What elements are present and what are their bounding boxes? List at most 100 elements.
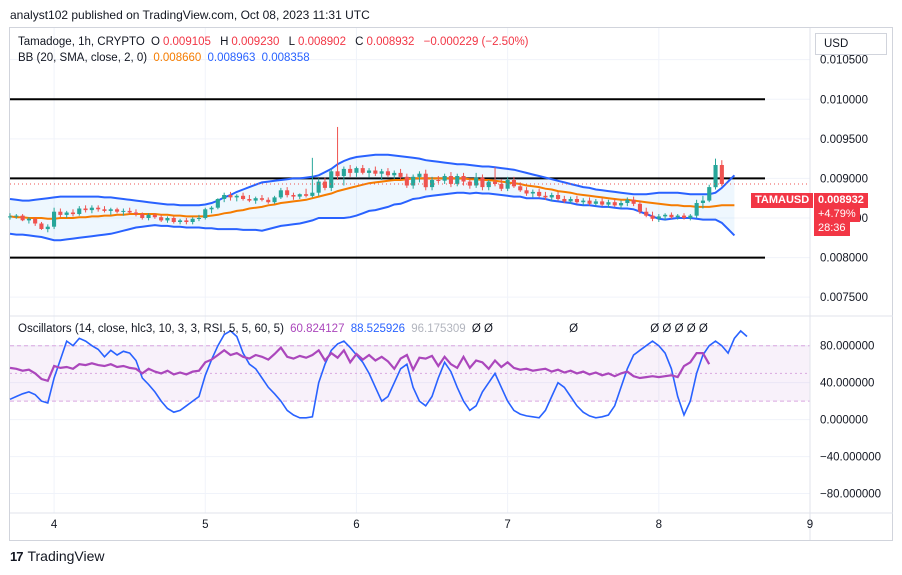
- candle-body: [58, 211, 63, 215]
- osc-stoch-line: [9, 329, 748, 419]
- candle-body: [385, 171, 390, 176]
- candle-body: [461, 176, 466, 182]
- currency-selector[interactable]: USD: [815, 33, 887, 55]
- time-tick-label: 7: [504, 519, 510, 531]
- candle-body: [581, 200, 586, 203]
- candle-body: [373, 170, 378, 174]
- legend-symbol: Tamadoge, 1h, CRYPTO: [18, 36, 145, 48]
- candle-body: [612, 202, 617, 206]
- candle-body: [190, 218, 195, 222]
- legend-low: L 0.008902: [289, 36, 349, 48]
- candle-body: [694, 203, 699, 216]
- footer-branding[interactable]: 17 TradingView: [10, 548, 105, 564]
- legend-high-label: H: [220, 36, 229, 48]
- candle-body: [360, 168, 365, 173]
- candle-body: [241, 195, 246, 199]
- price-tag-countdown: 28:36: [814, 221, 850, 236]
- legend-bb-mid: 0.008660: [153, 52, 202, 64]
- candle-body: [543, 195, 548, 198]
- tradingview-logo-icon: 17: [10, 548, 24, 564]
- time-tick-label: 9: [807, 519, 813, 531]
- candle-body: [228, 195, 233, 198]
- candle-body: [52, 211, 57, 227]
- candle-body: [278, 190, 283, 198]
- legend-osc-label: Oscillators (14, close, hlc3, 10, 3, 3, …: [18, 323, 284, 335]
- candle-body: [115, 209, 120, 212]
- candle-body: [272, 197, 277, 203]
- candle-body: [448, 176, 453, 184]
- legend-close-label: C: [355, 36, 364, 48]
- candle-body: [83, 208, 88, 211]
- candle-body: [247, 199, 252, 201]
- candle-body: [625, 199, 630, 203]
- legend-change: −0.000229 (−2.50%): [423, 36, 529, 48]
- candle-body: [152, 214, 157, 218]
- candle-body: [165, 218, 170, 221]
- candle-body: [511, 180, 516, 187]
- candle-body: [196, 218, 201, 219]
- legend-close: C 0.008932: [355, 36, 417, 48]
- legend-low-label: L: [288, 36, 295, 48]
- candle-body: [348, 168, 353, 173]
- candle-body: [404, 176, 409, 186]
- candle-body: [637, 203, 642, 212]
- price-tick-label: 0.007500: [820, 292, 868, 304]
- candle-body: [707, 187, 712, 201]
- candle-body: [556, 195, 561, 199]
- candle-body: [587, 200, 592, 204]
- candle-body: [493, 181, 498, 184]
- legend-bb: BB (20, SMA, close, 2, 0) 0.008660 0.008…: [18, 52, 313, 64]
- candle-body: [26, 218, 31, 221]
- candle-body: [713, 165, 718, 188]
- candle-body: [102, 209, 107, 211]
- price-tick-label: 0.009000: [820, 173, 868, 185]
- osc-tick-label: 40.000000: [820, 378, 874, 390]
- candle-body: [70, 212, 75, 215]
- candle-body: [316, 181, 321, 193]
- osc-rsi-line: [9, 345, 711, 383]
- time-tick-label: 8: [656, 519, 662, 531]
- osc-tick-label: 0.000000: [820, 415, 868, 427]
- candle-body: [33, 218, 38, 224]
- price-tick-label: 0.009500: [820, 134, 868, 146]
- bb-upper-line: [9, 153, 736, 207]
- candle-body: [121, 210, 126, 212]
- candle-body: [259, 198, 264, 200]
- axes: 0.0105000.0100000.0095000.0090000.008500…: [10, 28, 893, 540]
- candle-body: [285, 190, 290, 196]
- candle-body: [480, 177, 485, 188]
- candle-body: [593, 201, 598, 204]
- legend-high: H 0.009230: [220, 36, 282, 48]
- publish-caption: analyst102 published on TradingView.com,…: [10, 8, 370, 22]
- legend-osc-z2: Ø: [569, 323, 579, 335]
- candle-body: [45, 226, 50, 230]
- candle-body: [663, 214, 668, 217]
- legend-open: O 0.009105: [151, 36, 214, 48]
- candle-body: [222, 195, 227, 199]
- candle-body: [719, 165, 724, 184]
- bb-middle-line: [9, 177, 735, 220]
- price-tick-label: 0.010000: [820, 94, 868, 106]
- legend-bb-upper: 0.008963: [207, 52, 256, 64]
- candle-body: [430, 180, 435, 188]
- candle-body: [619, 203, 624, 206]
- candle-body: [682, 215, 687, 218]
- candle-body: [436, 180, 441, 181]
- candle-body: [304, 194, 309, 196]
- candle-body: [530, 191, 535, 194]
- candle-body: [505, 180, 510, 189]
- legend-osc-v1: 60.824127: [290, 323, 345, 335]
- candle-body: [411, 176, 416, 186]
- candle-body: [442, 176, 447, 181]
- candle-body: [354, 168, 359, 173]
- candle-body: [574, 199, 579, 203]
- time-tick-label: 4: [51, 519, 58, 531]
- candle-body: [234, 195, 239, 198]
- candle-body: [310, 192, 315, 196]
- candle-body: [486, 181, 491, 188]
- candle-body: [14, 215, 19, 217]
- candle-body: [8, 216, 13, 218]
- legend-osc-z3: Ø Ø Ø Ø Ø: [650, 323, 708, 335]
- candle-body: [675, 215, 680, 218]
